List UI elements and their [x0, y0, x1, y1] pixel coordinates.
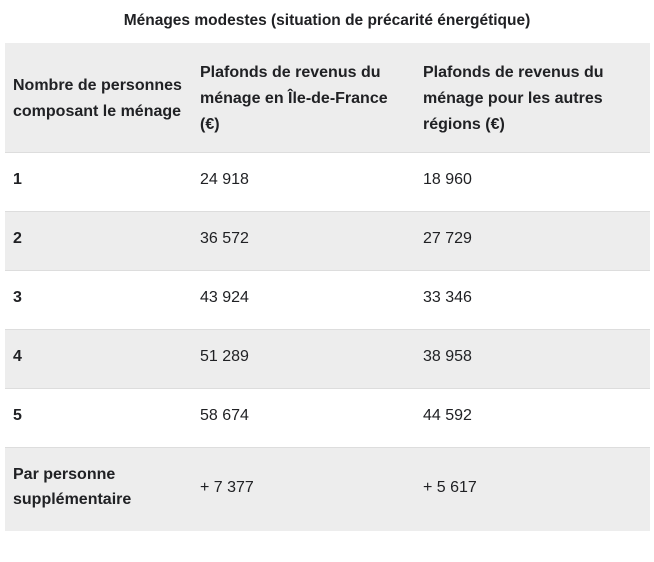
table-row: 5 58 674 44 592: [5, 388, 650, 448]
column-header-idf-ceiling: Plafonds de revenus du ménage en Île-de-…: [190, 43, 413, 153]
column-header-other-regions-ceiling: Plafonds de revenus du ménage pour les a…: [413, 43, 650, 153]
cell-idf-ceiling: 36 572: [200, 230, 249, 247]
cell-idf-ceiling: 58 674: [200, 407, 249, 424]
table-row: 2 36 572 27 729: [5, 211, 650, 271]
table-header: Nombre de personnes composant le ménage …: [5, 43, 650, 153]
cell-idf-ceiling: 24 918: [200, 171, 249, 188]
table-header-row: Nombre de personnes composant le ménage …: [5, 43, 650, 153]
cell-other-regions-ceiling: 33 346: [423, 289, 472, 306]
column-header-household-size: Nombre de personnes composant le ménage: [5, 43, 190, 153]
table-row: 3 43 924 33 346: [5, 270, 650, 330]
cell-idf-ceiling: 43 924: [200, 289, 249, 306]
cell-other-regions-ceiling: 38 958: [423, 348, 472, 365]
cell-other-regions-ceiling: + 5 617: [423, 478, 477, 496]
table-row: 4 51 289 38 958: [5, 329, 650, 389]
row-label: 2: [13, 230, 22, 247]
row-label: 3: [13, 289, 22, 306]
cell-other-regions-ceiling: 44 592: [423, 407, 472, 424]
table-body: 1 24 918 18 960 2 36 572 27 729 3 43 924 33 346 4…: [5, 152, 650, 531]
cell-other-regions-ceiling: 18 960: [423, 171, 472, 188]
page-title: Ménages modestes (situation de précarité…: [123, 12, 531, 29]
cell-idf-ceiling: + 7 377: [200, 478, 254, 496]
row-label: 4: [13, 348, 22, 365]
cell-idf-ceiling: 51 289: [200, 348, 249, 365]
table-row: 1 24 918 18 960: [5, 152, 650, 212]
row-label: 5: [13, 407, 22, 424]
row-label: 1: [13, 171, 22, 188]
cell-other-regions-ceiling: 27 729: [423, 230, 472, 247]
row-label: Par personne supplémentaire: [13, 466, 132, 508]
table-row: Par personne supplémentaire + 7 377 + 5 61…: [5, 447, 650, 531]
income-ceiling-table: Nombre de personnes composant le ménage …: [5, 43, 650, 531]
